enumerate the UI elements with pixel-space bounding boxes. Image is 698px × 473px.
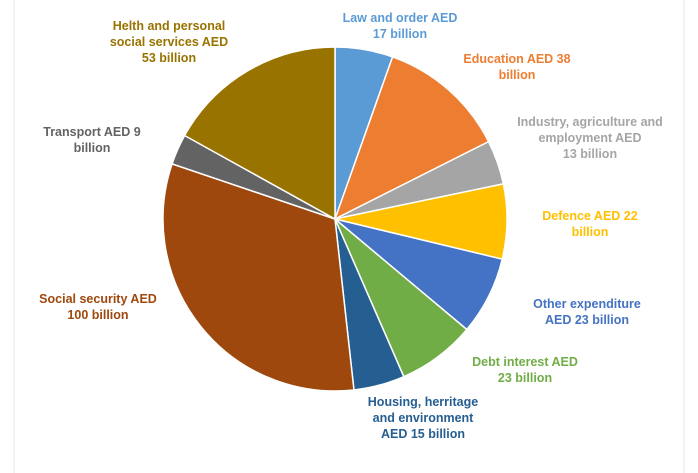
label-social-security: Social security AED 100 billion [39,292,157,322]
slice-health-social-services [183,46,336,221]
slice-education [333,55,490,221]
label-transport: Transport AED 9 billion [43,125,141,155]
label-other-expenditure: Other expenditure AED 23 billion [533,297,641,327]
label-law-and-order: Law and order AED 17 billion [342,11,458,41]
label-industry-agriculture-employment: Industry, agriculture and employment AED… [517,115,663,161]
label-health-social-services: Helth and personal social services AED 5… [109,19,229,65]
label-debt-interest: Debt interest AED 23 billion [472,355,578,385]
pie-slices [162,46,508,392]
label-education: Education AED 38 billion [463,52,571,82]
label-defence: Defence AED 22 billion [542,209,638,239]
label-housing-heritage-environment: Housing, herritage and environment AED 1… [367,395,479,441]
slice-social-security [162,162,355,392]
